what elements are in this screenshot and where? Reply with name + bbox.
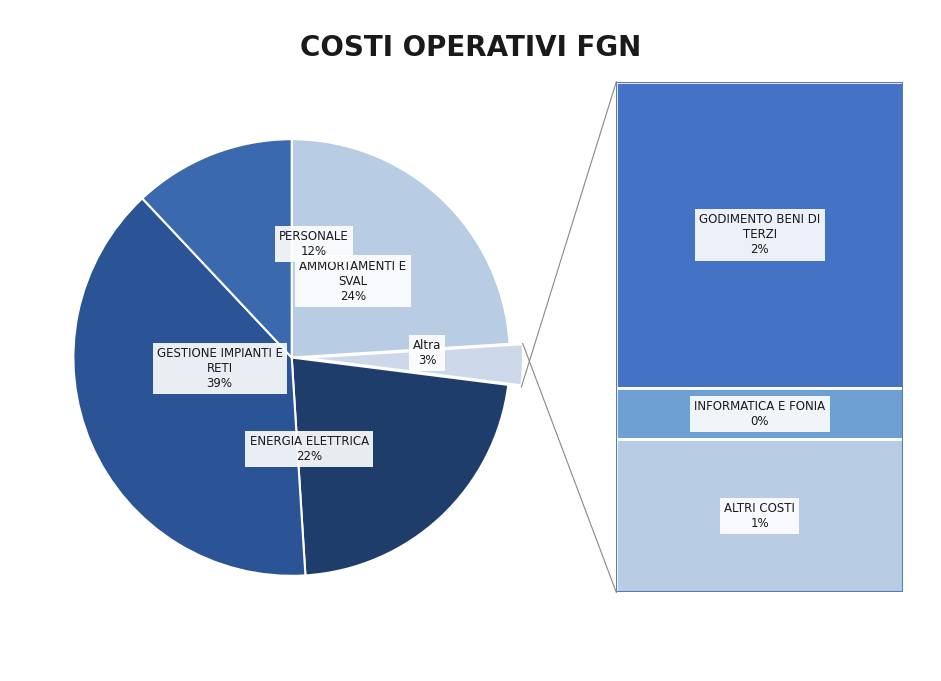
Text: AMMORTAMENTI E
SVAL
24%: AMMORTAMENTI E SVAL 24% <box>299 259 407 302</box>
Text: GESTIONE IMPIANTI E
RETI
39%: GESTIONE IMPIANTI E RETI 39% <box>156 347 282 390</box>
Text: COSTI OPERATIVI FGN: COSTI OPERATIVI FGN <box>300 34 641 62</box>
Text: ALTRI COSTI
1%: ALTRI COSTI 1% <box>725 502 795 530</box>
Bar <box>616 82 903 388</box>
Wedge shape <box>73 198 306 576</box>
Bar <box>616 388 903 439</box>
Text: PERSONALE
12%: PERSONALE 12% <box>279 230 348 258</box>
Wedge shape <box>292 139 510 358</box>
Wedge shape <box>292 358 508 575</box>
Text: ENERGIA ELETTRICA
22%: ENERGIA ELETTRICA 22% <box>249 435 369 463</box>
Bar <box>616 439 903 592</box>
Text: INFORMATICA E FONIA
0%: INFORMATICA E FONIA 0% <box>694 400 825 428</box>
Text: GODIMENTO BENI DI
TERZI
2%: GODIMENTO BENI DI TERZI 2% <box>699 213 821 257</box>
Wedge shape <box>142 139 292 358</box>
Text: Altra
3%: Altra 3% <box>413 339 441 367</box>
Wedge shape <box>305 344 523 385</box>
